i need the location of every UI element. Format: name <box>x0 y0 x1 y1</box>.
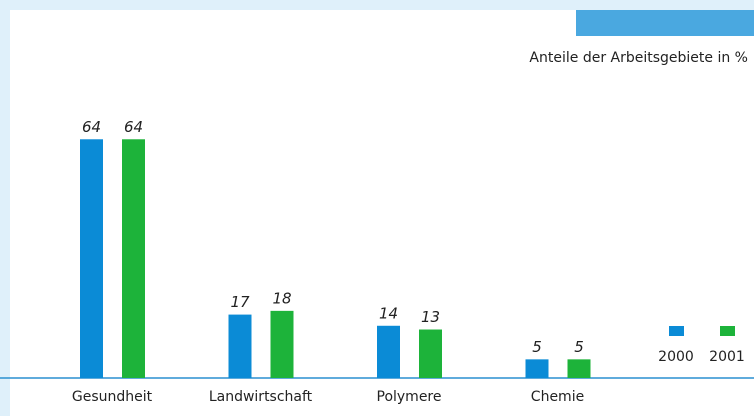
value-label: 17 <box>230 293 250 311</box>
legend-swatch <box>720 326 735 336</box>
x-tick-label: Polymere <box>377 389 442 405</box>
x-tick-label: Gesundheit <box>72 389 153 405</box>
bar <box>377 325 400 378</box>
value-label: 5 <box>532 338 542 356</box>
legend-swatch <box>669 326 684 336</box>
value-label: 18 <box>272 289 291 307</box>
bar <box>228 314 252 378</box>
legend-label: 2000 <box>658 349 694 365</box>
header-band <box>576 10 754 36</box>
value-label: 64 <box>82 118 101 136</box>
bar <box>122 139 145 378</box>
bar <box>525 359 549 378</box>
bar <box>419 329 442 378</box>
legend-label: 2001 <box>709 349 745 365</box>
value-label: 5 <box>574 338 584 356</box>
bar <box>80 139 103 378</box>
chart-subtitle: Anteile der Arbeitsgebiete in % <box>529 50 748 66</box>
x-tick-label: Chemie <box>531 389 584 405</box>
x-tick-label: Landwirtschaft <box>209 389 313 405</box>
bar <box>567 359 591 378</box>
value-label: 64 <box>124 118 143 136</box>
value-label: 13 <box>421 308 440 326</box>
value-label: 14 <box>379 304 398 322</box>
bar <box>270 310 294 378</box>
